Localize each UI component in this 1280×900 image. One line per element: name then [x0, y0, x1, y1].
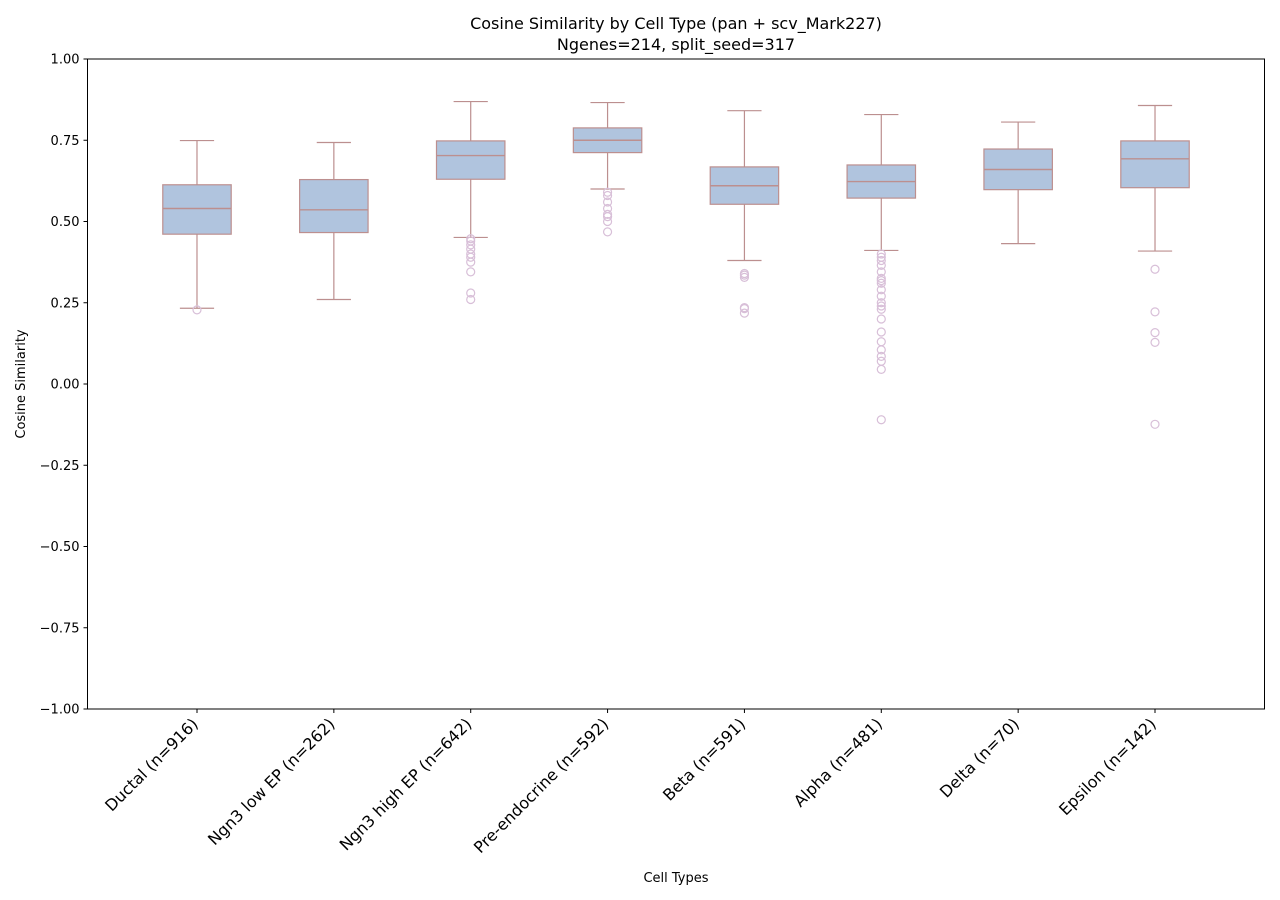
- box-group: [709, 110, 780, 318]
- outlier-point: [876, 364, 886, 374]
- y-tick-label: −0.50: [40, 540, 80, 555]
- y-tick-label: −0.25: [40, 459, 80, 474]
- outlier-point: [876, 276, 886, 286]
- y-tick-label: 0.25: [51, 296, 80, 311]
- outlier-point: [466, 267, 476, 277]
- outlier-point: [466, 257, 476, 267]
- outlier-point: [876, 301, 886, 311]
- y-tick-label: 0.00: [51, 378, 80, 393]
- outlier-point: [876, 356, 886, 366]
- x-tick-label: Delta (n=70): [936, 714, 1023, 801]
- outlier-point: [876, 267, 886, 277]
- box-group: [846, 113, 917, 425]
- chart-subtitle: Ngenes=214, split_seed=317: [557, 35, 795, 55]
- y-tick-label: 0.50: [51, 215, 80, 230]
- box-group: [162, 139, 232, 315]
- box-group: [299, 141, 369, 301]
- x-tick-label: Ngn3 low EP (n=262): [204, 714, 339, 849]
- outlier-point: [876, 415, 886, 425]
- outlier-point: [602, 190, 613, 201]
- outlier-point: [192, 305, 202, 315]
- y-tick-label: −0.75: [40, 621, 80, 636]
- boxes-layer: [162, 100, 1190, 429]
- outlier-point: [876, 285, 886, 295]
- outlier-point: [876, 314, 886, 324]
- x-tick-label: Alpha (n=481): [790, 714, 886, 810]
- iqr-box: [1120, 140, 1190, 189]
- x-axis-label: Cell Types: [643, 871, 708, 886]
- outlier-point: [739, 304, 750, 314]
- outlier-point: [602, 212, 613, 222]
- outlier-point: [1150, 307, 1160, 317]
- y-tick-label: −1.00: [40, 703, 80, 718]
- outlier-point: [876, 304, 886, 314]
- outlier-point: [1150, 419, 1160, 429]
- outlier-point: [1150, 328, 1160, 338]
- iqr-box: [435, 140, 506, 180]
- y-tick-label: 1.00: [51, 53, 80, 68]
- outlier-point: [602, 216, 613, 227]
- outlier-point: [466, 234, 476, 244]
- outlier-point: [602, 209, 613, 219]
- outlier-point: [1150, 337, 1160, 347]
- outlier-point: [602, 197, 613, 207]
- box-group: [1120, 104, 1190, 429]
- y-axis-label: Cosine Similarity: [14, 329, 29, 439]
- outlier-point: [876, 351, 886, 361]
- outlier-point: [876, 249, 886, 259]
- x-tick-label: Beta (n=591): [659, 714, 749, 804]
- x-tick-label: Ngn3 high EP (n=642): [336, 714, 476, 854]
- box-group: [983, 121, 1053, 245]
- x-tick-label: Epsilon (n=142): [1055, 714, 1160, 819]
- outlier-point: [466, 240, 476, 250]
- outlier-point: [876, 345, 886, 355]
- y-tick-label: 0.75: [51, 134, 80, 149]
- chart-title: Cosine Similarity by Cell Type (pan + sc…: [470, 14, 882, 34]
- outlier-point: [876, 255, 886, 266]
- outlier-point: [876, 260, 886, 270]
- box-group: [572, 101, 643, 237]
- outlier-point: [876, 298, 886, 308]
- outlier-point: [1150, 264, 1160, 274]
- outlier-point: [602, 227, 613, 237]
- outlier-point: [876, 278, 886, 288]
- outlier-point: [739, 270, 750, 280]
- outlier-point: [466, 294, 476, 305]
- outlier-point: [466, 288, 476, 298]
- outlier-point: [739, 308, 750, 318]
- iqr-box: [162, 184, 232, 235]
- outlier-point: [466, 252, 476, 262]
- outlier-point: [876, 327, 886, 337]
- outlier-point: [876, 273, 886, 283]
- plot-frame: [87, 58, 1265, 710]
- outlier-point: [876, 291, 886, 301]
- outlier-point: [602, 187, 613, 197]
- outlier-point: [876, 337, 886, 347]
- iqr-box: [299, 178, 369, 234]
- box-group: [435, 100, 506, 305]
- outlier-point: [739, 272, 750, 282]
- x-tick-label: Ductal (n=916): [101, 714, 202, 815]
- x-tick-label: Pre-endocrine (n=592): [470, 714, 613, 857]
